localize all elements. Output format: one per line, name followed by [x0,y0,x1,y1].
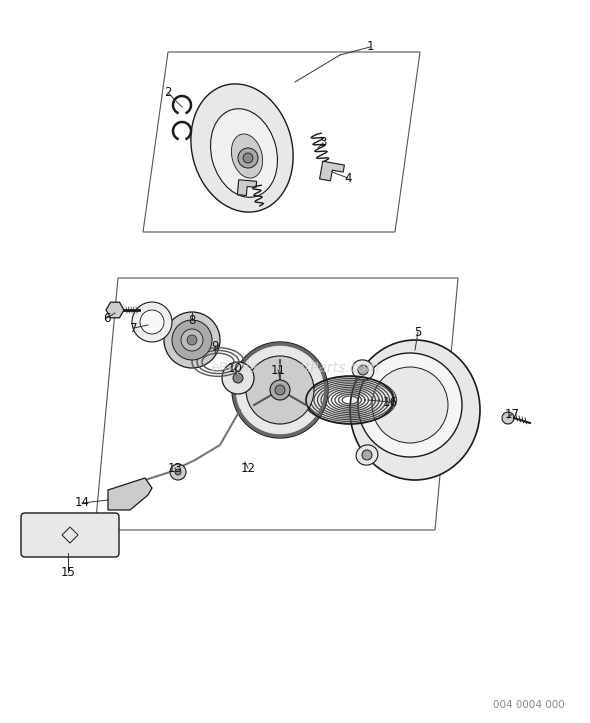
Circle shape [246,356,314,424]
Text: 17: 17 [504,408,520,421]
FancyBboxPatch shape [21,513,119,557]
Text: 1: 1 [366,40,373,54]
Text: 11: 11 [270,364,286,377]
Text: 13: 13 [168,461,182,474]
Text: 8: 8 [188,314,196,327]
Circle shape [175,469,181,475]
Text: 3: 3 [319,137,327,150]
Circle shape [132,302,172,342]
Circle shape [243,153,253,163]
Circle shape [172,320,212,360]
Text: 5: 5 [414,325,422,338]
Text: 14: 14 [74,497,90,510]
Circle shape [358,365,368,375]
Polygon shape [320,161,345,181]
Polygon shape [237,180,257,195]
Text: 4: 4 [344,171,352,184]
Circle shape [502,412,514,424]
Text: 15: 15 [61,565,76,578]
Text: 10: 10 [228,362,242,375]
Polygon shape [108,478,152,510]
Text: 7: 7 [130,322,137,335]
Ellipse shape [211,108,277,197]
Ellipse shape [350,340,480,480]
Circle shape [232,342,328,438]
Text: 6: 6 [103,312,111,325]
Ellipse shape [356,445,378,465]
Text: 2: 2 [164,87,172,100]
Circle shape [372,367,448,443]
Polygon shape [106,302,124,318]
Circle shape [140,310,164,334]
Circle shape [238,148,258,168]
Circle shape [181,329,203,351]
Circle shape [270,380,290,400]
Ellipse shape [231,134,263,178]
Text: 16: 16 [382,395,398,408]
Circle shape [358,353,462,457]
Ellipse shape [191,84,293,212]
Text: 004 0004 000: 004 0004 000 [493,700,565,710]
Text: 9: 9 [211,340,219,353]
Text: eReplacementParts.com: eReplacementParts.com [210,361,380,375]
Circle shape [222,362,254,394]
Circle shape [187,335,197,345]
Circle shape [170,464,186,480]
Circle shape [362,450,372,460]
Ellipse shape [352,360,374,380]
Text: 12: 12 [241,461,255,474]
Circle shape [233,373,243,383]
Circle shape [164,312,220,368]
Circle shape [275,385,285,395]
